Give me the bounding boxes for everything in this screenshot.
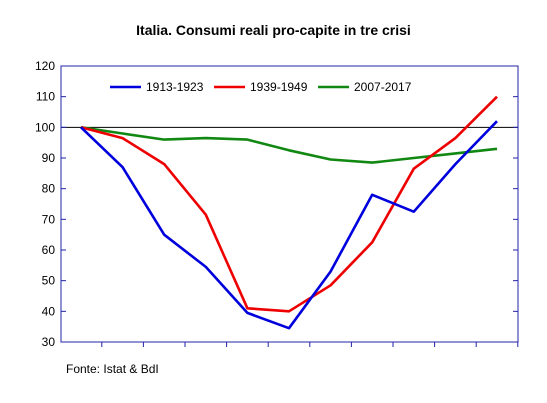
y-tick-label: 90: [42, 151, 56, 165]
y-tick-label: 80: [42, 182, 56, 196]
source-note: Fonte: Istat & BdI: [66, 362, 159, 376]
legend-label: 1913-1923: [146, 80, 204, 94]
series-line-1939-1949: [80, 95, 498, 313]
series-line-1913-1923: [80, 120, 498, 330]
y-tick-label: 100: [35, 120, 55, 134]
y-tick-label: 30: [42, 335, 56, 349]
y-tick-label: 50: [42, 274, 56, 288]
plot-frame: [60, 65, 519, 343]
y-axis: 30 40 50 60 70 80 90 100 110 120: [35, 59, 518, 349]
chart-title: Italia. Consumi reali pro-capite in tre …: [136, 22, 411, 38]
series-layer: [80, 95, 498, 330]
y-tick-label: 110: [36, 90, 55, 104]
y-tick-label: 60: [42, 243, 56, 257]
legend-label: 1939-1949: [250, 80, 308, 94]
series-line-2007-2017: [80, 126, 498, 164]
y-tick-label: 120: [35, 59, 55, 73]
y-tick-label: 40: [42, 304, 56, 318]
x-axis: [101, 342, 519, 347]
legend: 1913-1923 1939-1949 2007-2017: [110, 80, 412, 94]
legend-label: 2007-2017: [354, 80, 412, 94]
y-tick-label: 70: [42, 212, 56, 226]
